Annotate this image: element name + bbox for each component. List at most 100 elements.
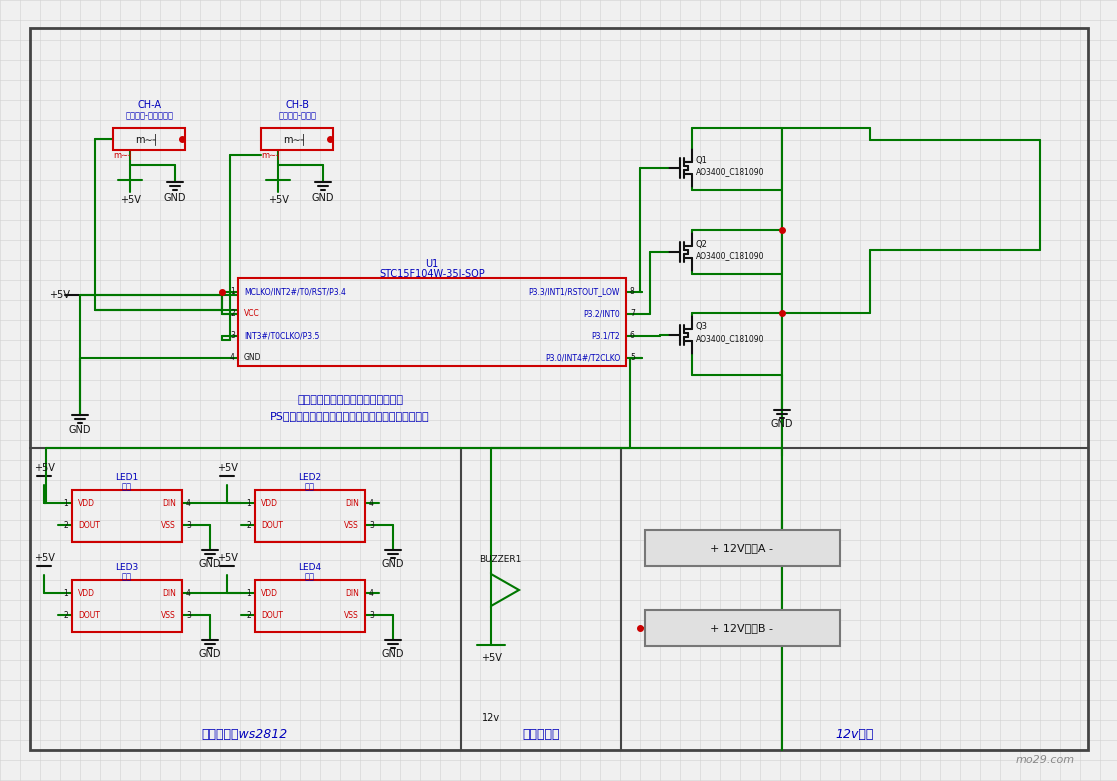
Text: VSS: VSS — [161, 611, 176, 619]
Text: CH-B: CH-B — [286, 100, 311, 110]
Text: STC15F104W-35I-SOP: STC15F104W-35I-SOP — [379, 269, 485, 279]
Text: 1: 1 — [64, 589, 68, 597]
Text: 3: 3 — [187, 520, 191, 530]
Text: DOUT: DOUT — [261, 520, 283, 530]
Text: AO3400_C181090: AO3400_C181090 — [696, 251, 764, 261]
Text: Q1: Q1 — [696, 155, 708, 165]
Text: 12v灯带: 12v灯带 — [836, 729, 875, 741]
Text: 左前: 左前 — [122, 483, 132, 491]
Text: 4: 4 — [230, 354, 235, 362]
Text: DOUT: DOUT — [261, 611, 283, 619]
Text: 3: 3 — [369, 611, 374, 619]
Text: VCC: VCC — [244, 309, 260, 319]
Text: 右后: 右后 — [305, 572, 315, 582]
Text: +5V: +5V — [268, 195, 288, 205]
Text: 2: 2 — [64, 611, 68, 619]
Text: CH-A: CH-A — [139, 100, 162, 110]
Bar — [255, 580, 365, 632]
Text: 左后: 左后 — [122, 572, 132, 582]
Text: GND: GND — [312, 193, 334, 203]
Text: + 12V灯带A -: + 12V灯带A - — [710, 543, 773, 553]
Text: +5V: +5V — [217, 463, 238, 473]
Text: 3: 3 — [187, 611, 191, 619]
Text: U1: U1 — [426, 259, 439, 269]
Text: 1: 1 — [246, 498, 251, 508]
Text: 7: 7 — [630, 309, 634, 319]
Text: GND: GND — [244, 354, 261, 362]
Text: 3: 3 — [369, 520, 374, 530]
Text: DOUT: DOUT — [78, 520, 99, 530]
Text: 2: 2 — [230, 309, 235, 319]
Text: 1: 1 — [230, 287, 235, 297]
Text: 4: 4 — [187, 498, 191, 508]
Text: 2: 2 — [246, 520, 251, 530]
Text: 8: 8 — [630, 287, 634, 297]
Text: m∼┤: m∼┤ — [135, 133, 159, 145]
Text: 4: 4 — [187, 589, 191, 597]
Text: 1: 1 — [246, 589, 251, 597]
Bar — [71, 580, 182, 632]
Text: DIN: DIN — [345, 589, 359, 597]
Text: +5V: +5V — [34, 463, 55, 473]
Text: DIN: DIN — [162, 498, 176, 508]
Text: 4: 4 — [369, 589, 374, 597]
Text: DIN: DIN — [162, 589, 176, 597]
Text: 右前: 右前 — [305, 483, 315, 491]
Text: Q3: Q3 — [696, 323, 708, 331]
Text: Q2: Q2 — [696, 240, 708, 248]
Text: +5V: +5V — [49, 290, 70, 300]
Text: GND: GND — [199, 559, 221, 569]
Text: P3.3/INT1/RSTOUT_LOW: P3.3/INT1/RSTOUT_LOW — [528, 287, 620, 297]
Text: GND: GND — [164, 193, 187, 203]
Text: 5: 5 — [630, 354, 634, 362]
Text: +5V: +5V — [120, 195, 141, 205]
Text: GND: GND — [771, 419, 793, 429]
Text: P3.1/T2: P3.1/T2 — [591, 331, 620, 341]
Text: 槆灯，四个ws2812: 槆灯，四个ws2812 — [202, 729, 288, 741]
Text: VDD: VDD — [261, 498, 278, 508]
Text: 模块内部电路，包括信号输入及输出: 模块内部电路，包括信号输入及输出 — [297, 395, 403, 405]
Text: BUZZER1: BUZZER1 — [479, 555, 522, 565]
Text: MCLKO/INT2#/T0/RST/P3.4: MCLKO/INT2#/T0/RST/P3.4 — [244, 287, 346, 297]
Text: m∼┤: m∼┤ — [113, 150, 133, 160]
Text: 三段开关-槆灯加航灯: 三段开关-槆灯加航灯 — [126, 112, 174, 120]
Text: DIN: DIN — [345, 498, 359, 508]
Text: 2: 2 — [246, 611, 251, 619]
Text: P3.2/INT0: P3.2/INT0 — [583, 309, 620, 319]
Text: 12v: 12v — [481, 713, 500, 723]
Text: mo29.com: mo29.com — [1015, 755, 1075, 765]
Text: LED4: LED4 — [298, 564, 322, 572]
Text: 3: 3 — [230, 331, 235, 341]
Text: P3.0/INT4#/T2CLKO: P3.0/INT4#/T2CLKO — [545, 354, 620, 362]
Text: m∼┤: m∼┤ — [261, 150, 281, 160]
Bar — [255, 490, 365, 542]
Text: 两段开关-蜂鸣器: 两段开关-蜂鸣器 — [279, 112, 317, 120]
Text: m∼┤: m∼┤ — [284, 133, 307, 145]
Bar — [645, 530, 840, 566]
Text: 1: 1 — [64, 498, 68, 508]
Text: +5V: +5V — [34, 553, 55, 563]
Text: 有源蜂鸣器: 有源蜂鸣器 — [523, 729, 560, 741]
Text: AO3400_C181090: AO3400_C181090 — [696, 167, 764, 177]
Text: LED1: LED1 — [115, 473, 139, 483]
Text: +5V: +5V — [480, 653, 502, 663]
Text: GND: GND — [382, 649, 404, 659]
Text: VSS: VSS — [344, 520, 359, 530]
Text: 6: 6 — [630, 331, 634, 341]
Text: + 12V灯带B -: + 12V灯带B - — [710, 623, 773, 633]
Text: VDD: VDD — [78, 498, 95, 508]
Text: GND: GND — [382, 559, 404, 569]
Bar — [238, 278, 626, 366]
Text: INT3#/T0CLKO/P3.5: INT3#/T0CLKO/P3.5 — [244, 331, 319, 341]
Text: LED3: LED3 — [115, 564, 139, 572]
Text: 2: 2 — [64, 520, 68, 530]
Bar — [645, 610, 840, 646]
Bar — [71, 490, 182, 542]
Text: AO3400_C181090: AO3400_C181090 — [696, 334, 764, 344]
Text: 4: 4 — [369, 498, 374, 508]
Text: GND: GND — [69, 425, 92, 435]
Bar — [261, 128, 333, 150]
Text: +5V: +5V — [217, 553, 238, 563]
Text: VSS: VSS — [344, 611, 359, 619]
Text: VSS: VSS — [161, 520, 176, 530]
